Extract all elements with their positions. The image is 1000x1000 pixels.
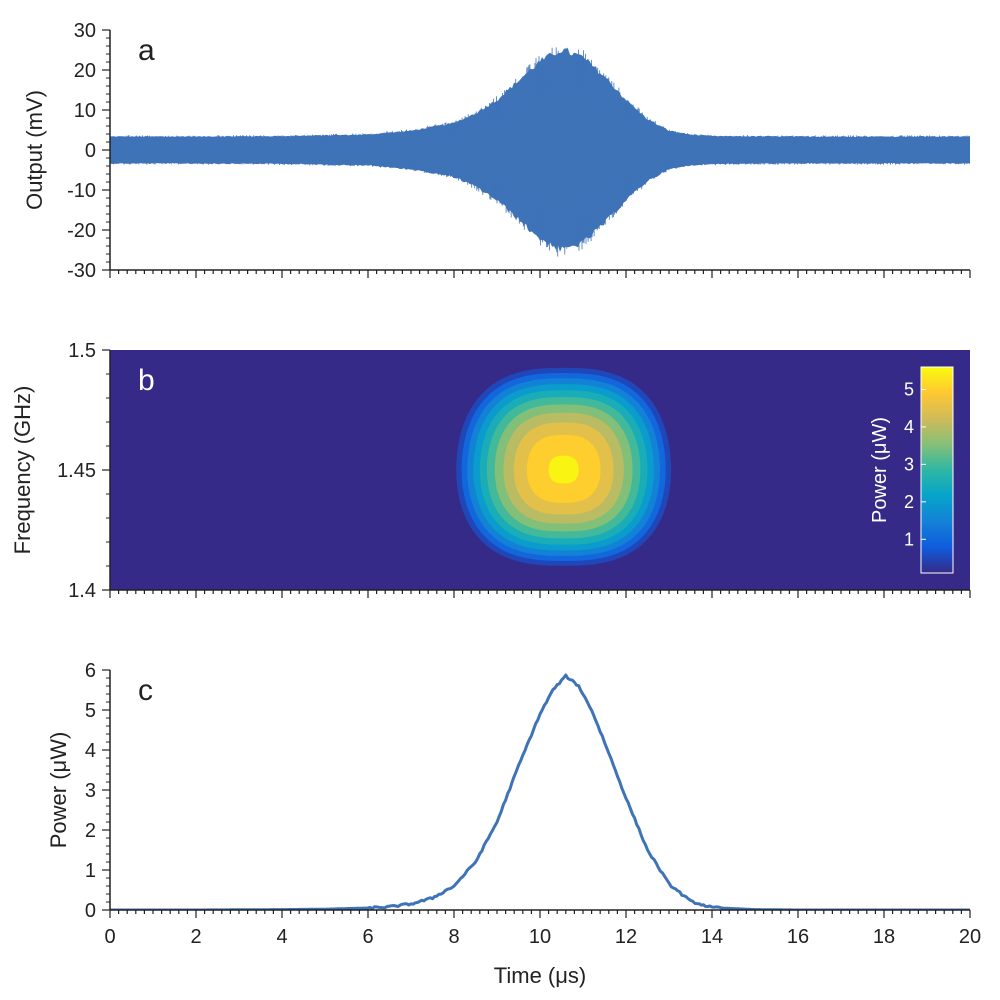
y-tick-label: 30 xyxy=(74,20,96,42)
panel-c-ylabel: Power (μW) xyxy=(46,732,71,849)
panel-letter-b: b xyxy=(138,364,155,397)
y-tick-label: 2 xyxy=(85,820,96,842)
x-tick-label: 12 xyxy=(615,926,637,948)
panel-letter-a: a xyxy=(138,34,155,67)
heatmap-group xyxy=(110,350,970,590)
panel-b-ylabel: Frequency (GHz) xyxy=(10,386,35,555)
y-tick-label: 20 xyxy=(74,60,96,82)
panel-a-ylabel: Output (mV) xyxy=(22,90,47,210)
x-tick-label: 8 xyxy=(448,926,459,948)
y-tick-label: 6 xyxy=(85,660,96,682)
panel-c-xlabel: Time (μs) xyxy=(494,963,587,988)
y-tick-label: 1.45 xyxy=(57,460,96,482)
power-trace xyxy=(110,673,970,910)
x-tick-label: 20 xyxy=(959,926,981,948)
power-trace-group xyxy=(110,673,970,910)
y-tick-label: 4 xyxy=(85,740,96,762)
panel-b: 1.5 1.45 1.4 b Frequency (GHz) 5 4 3 2 1 Power… xyxy=(10,340,971,602)
panel-a: 30 20 10 0 -10 -20 -30 a Output (mV) xyxy=(22,20,971,282)
colorbar-tick-label: 2 xyxy=(904,492,914,512)
y-tick-label: 5 xyxy=(85,700,96,722)
y-tick-label: 10 xyxy=(74,100,96,122)
y-tick-label: -20 xyxy=(67,220,96,242)
x-tick-label: 6 xyxy=(362,926,373,948)
colorbar-label: Power (μW) xyxy=(869,417,891,523)
y-tick-label: 3 xyxy=(85,780,96,802)
panel-b-axes: 1.5 1.45 1.4 xyxy=(57,340,971,602)
panel-letter-c: c xyxy=(138,674,153,707)
x-tick-label: 18 xyxy=(873,926,895,948)
y-tick-label: 1 xyxy=(85,860,96,882)
colorbar-tick-label: 4 xyxy=(904,417,914,437)
colorbar-gradient xyxy=(920,366,954,574)
signal-trace xyxy=(110,47,970,257)
colorbar-tick-label: 1 xyxy=(904,529,914,549)
x-tick-label: 10 xyxy=(529,926,551,948)
y-tick-label: 1.5 xyxy=(68,340,96,362)
colorbar: 5 4 3 2 1 Power (μW) xyxy=(869,366,954,574)
y-tick-label: 0 xyxy=(85,900,96,922)
x-tick-label: 14 xyxy=(701,926,723,948)
x-tick-label: 0 xyxy=(104,926,115,948)
colorbar-ticks: 5 4 3 2 1 xyxy=(904,379,926,549)
y-tick-label: 0 xyxy=(85,140,96,162)
panel-a-axes: 30 20 10 0 -10 -20 -30 xyxy=(67,20,971,282)
x-tick-label: 2 xyxy=(190,926,201,948)
y-tick-label: 1.4 xyxy=(68,580,96,602)
contour-level xyxy=(548,455,579,484)
x-tick-label: 4 xyxy=(276,926,287,948)
colorbar-tick-label: 5 xyxy=(904,379,914,399)
colorbar-tick-label: 3 xyxy=(904,454,914,474)
y-tick-label: -10 xyxy=(67,180,96,202)
x-tick-label: 16 xyxy=(787,926,809,948)
y-tick-label: -30 xyxy=(67,260,96,282)
signal-trace-group xyxy=(110,47,970,257)
